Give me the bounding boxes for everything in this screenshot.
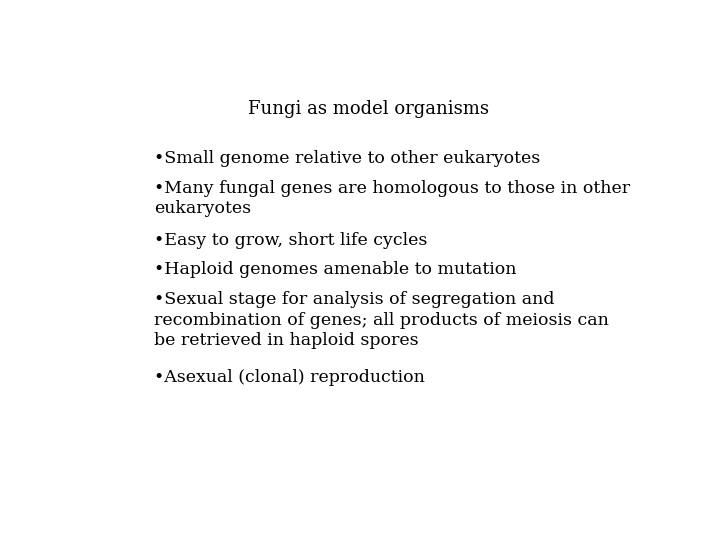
Text: •Small genome relative to other eukaryotes: •Small genome relative to other eukaryot…: [154, 150, 541, 167]
Text: •Easy to grow, short life cycles: •Easy to grow, short life cycles: [154, 232, 428, 248]
Text: •Many fungal genes are homologous to those in other
eukaryotes: •Many fungal genes are homologous to tho…: [154, 180, 630, 217]
Text: •Asexual (clonal) reproduction: •Asexual (clonal) reproduction: [154, 369, 425, 386]
Text: Fungi as model organisms: Fungi as model organisms: [248, 100, 490, 118]
Text: •Sexual stage for analysis of segregation and
recombination of genes; all produc: •Sexual stage for analysis of segregatio…: [154, 292, 609, 349]
Text: •Haploid genomes amenable to mutation: •Haploid genomes amenable to mutation: [154, 261, 517, 279]
